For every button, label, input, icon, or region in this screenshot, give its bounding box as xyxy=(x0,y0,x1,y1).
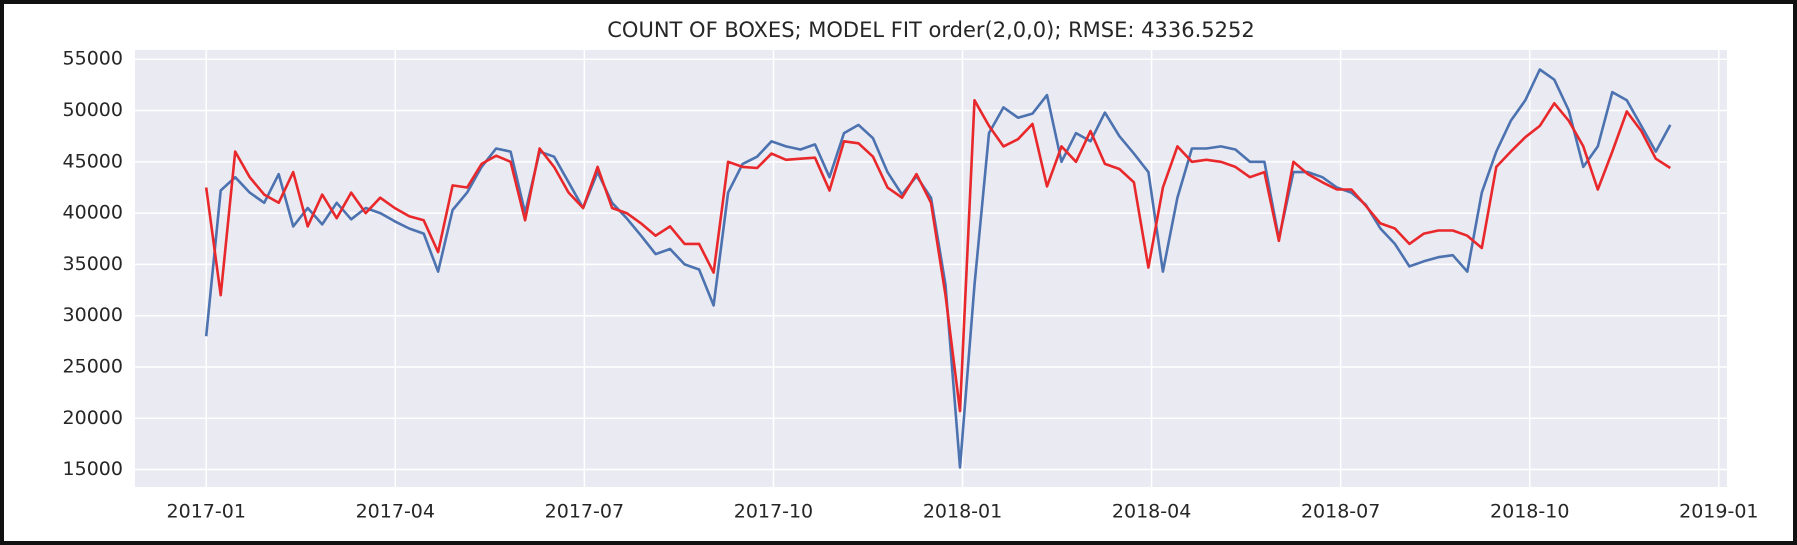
x-tick-label: 2017-01 xyxy=(167,501,246,523)
x-tick-label: 2018-01 xyxy=(923,501,1002,523)
y-tick-label: 45000 xyxy=(63,150,123,172)
x-tick-label: 2019-01 xyxy=(1679,501,1758,523)
x-tick-label: 2018-07 xyxy=(1301,501,1380,523)
y-tick-label: 30000 xyxy=(63,304,123,326)
y-tick-label: 20000 xyxy=(63,407,123,429)
x-tick-label: 2017-10 xyxy=(734,501,813,523)
y-tick-label: 15000 xyxy=(63,458,123,480)
chart-title: COUNT OF BOXES; MODEL FIT order(2,0,0); … xyxy=(607,18,1254,42)
x-tick-label: 2017-04 xyxy=(356,501,435,523)
y-tick-label: 55000 xyxy=(63,48,123,70)
y-tick-label: 40000 xyxy=(63,202,123,224)
x-tick-label: 2017-07 xyxy=(545,501,624,523)
series-line xyxy=(204,99,1672,413)
y-tick-label: 35000 xyxy=(63,253,123,275)
y-tick-label: 25000 xyxy=(63,355,123,377)
x-tick-label: 2018-04 xyxy=(1112,501,1191,523)
x-tick-label: 2018-10 xyxy=(1490,501,1569,523)
plot-area xyxy=(135,50,1727,487)
y-tick-label: 50000 xyxy=(63,99,123,121)
